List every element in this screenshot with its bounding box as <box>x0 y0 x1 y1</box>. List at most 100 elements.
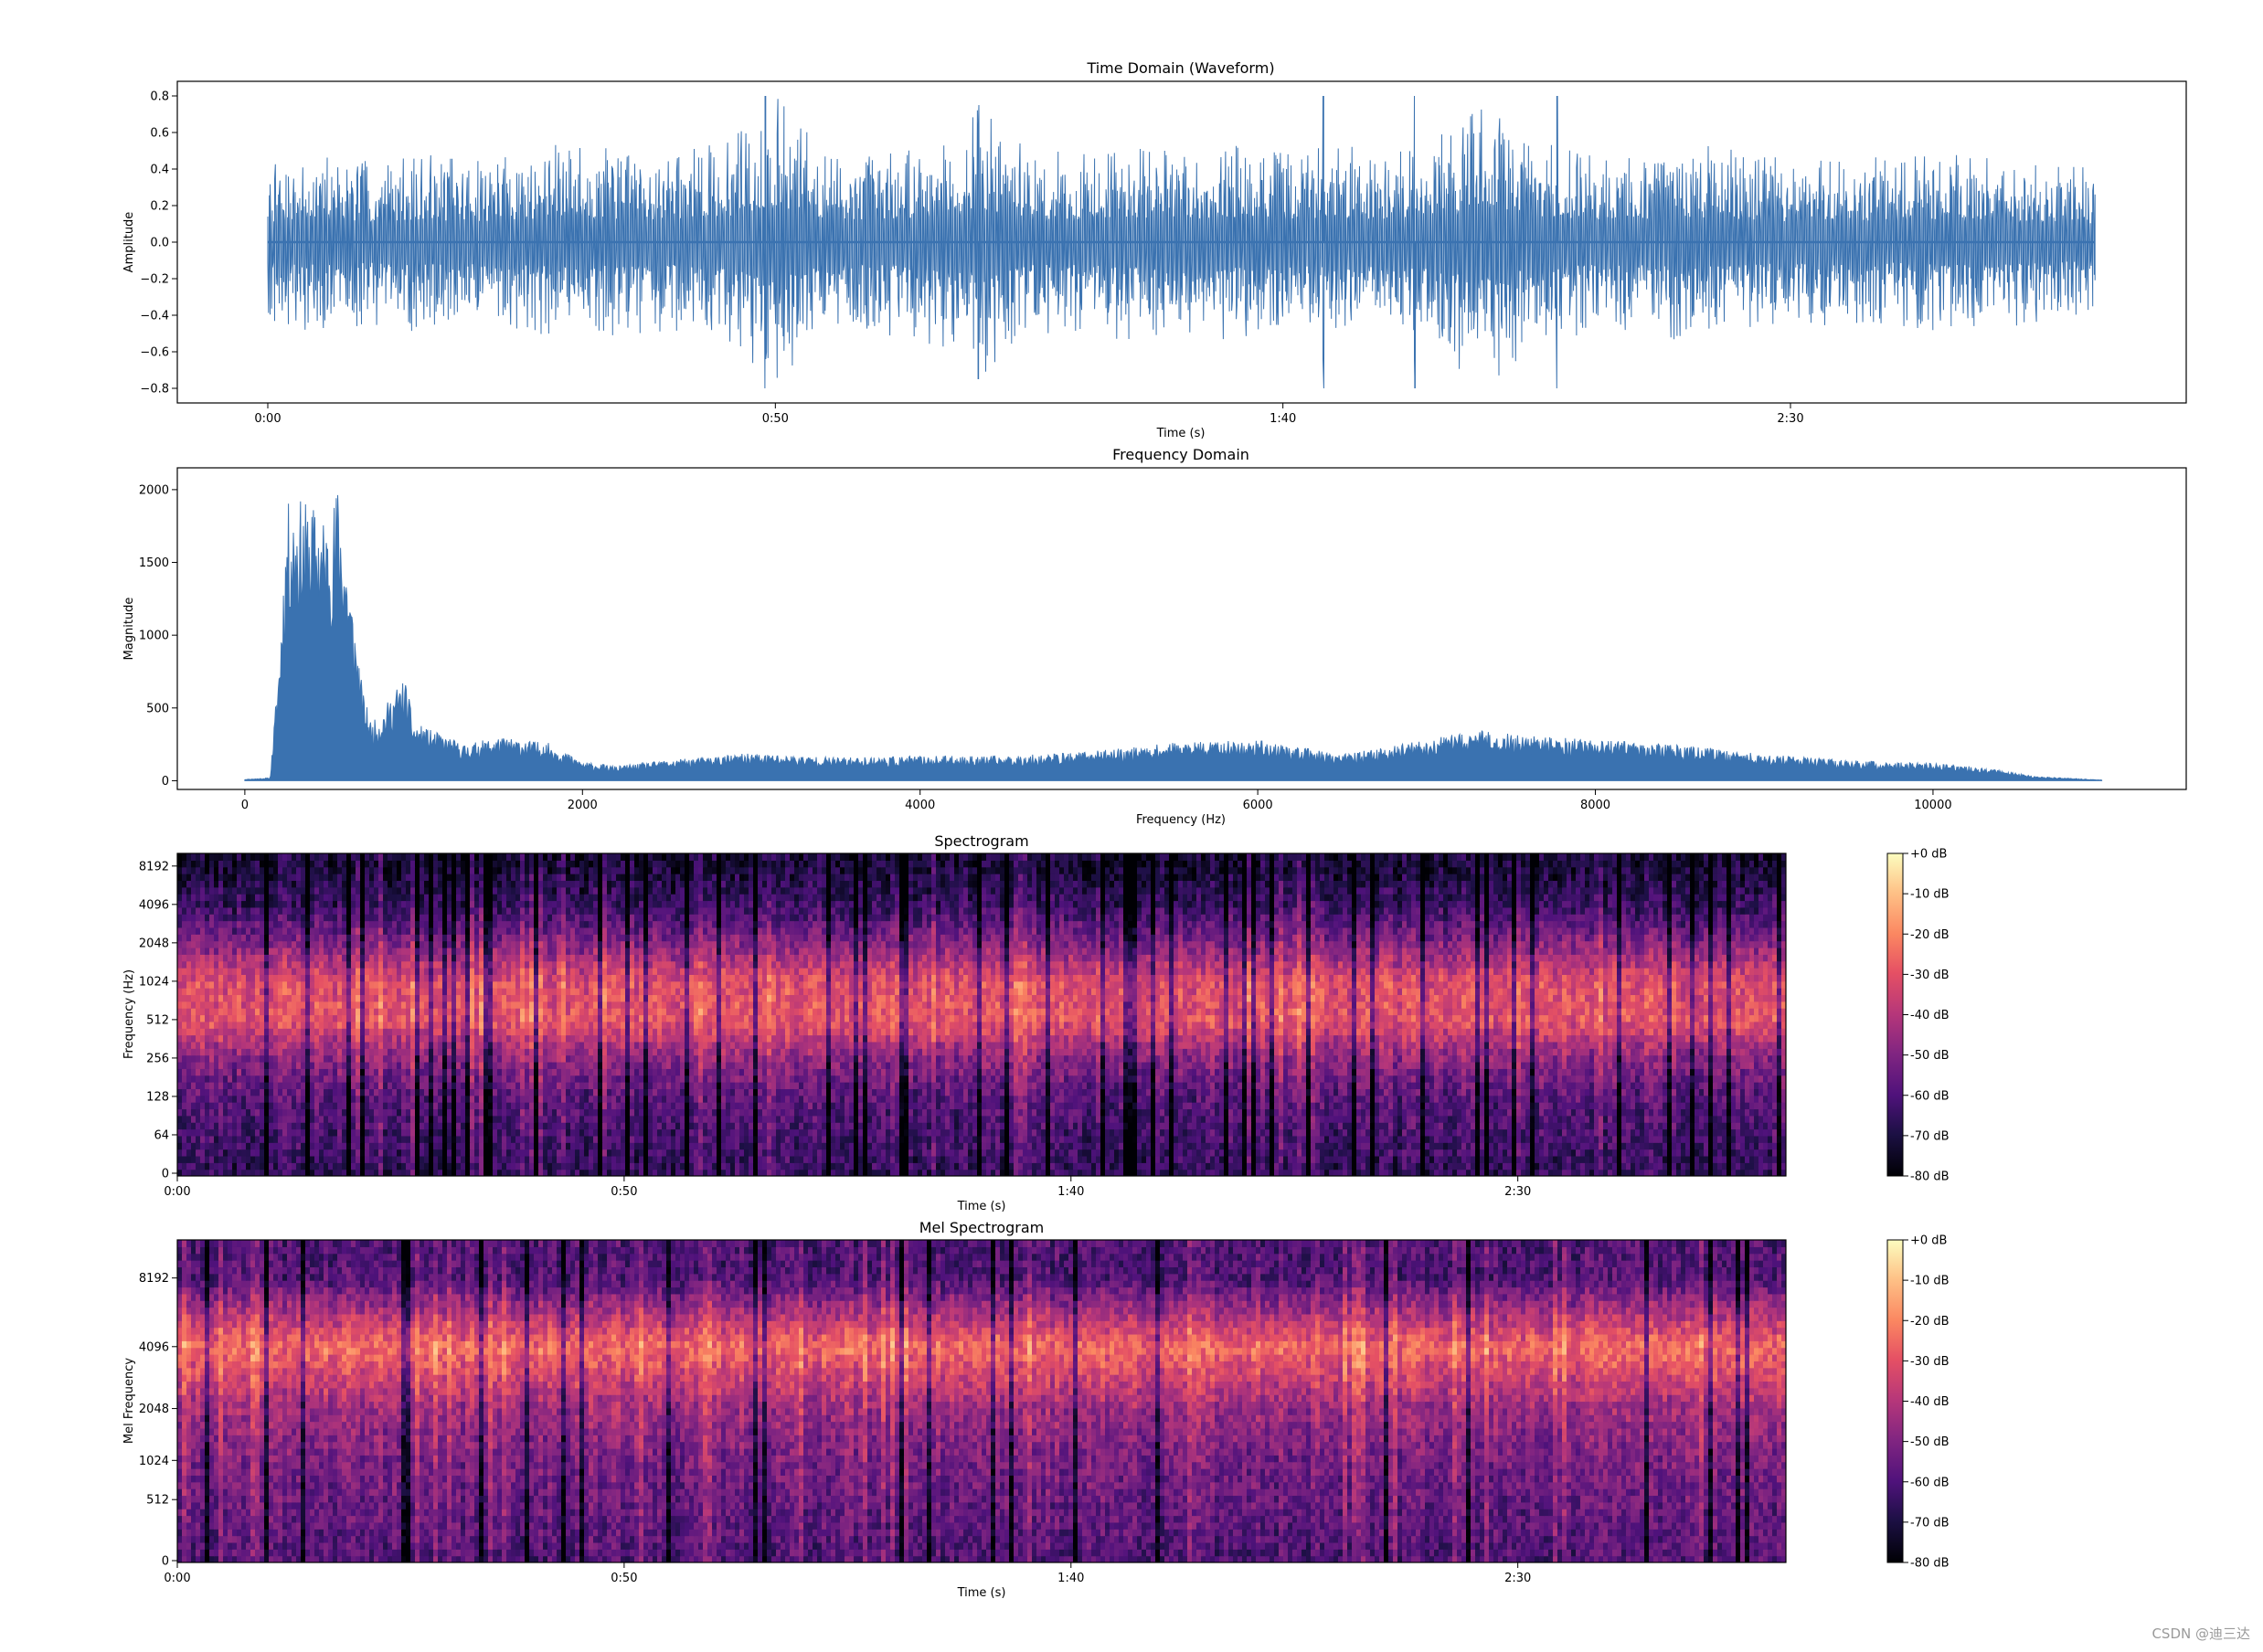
mel-row-3 <box>177 1535 1786 1543</box>
spectrogram-row-1 <box>177 1162 1786 1170</box>
waveform-y-tick-7-label: −0.6 <box>140 346 169 360</box>
frequency-x-tick-2-label: 4000 <box>905 799 935 812</box>
watermark: CSDN @迪三达 <box>2151 1624 2250 1643</box>
spectrogram-row-17 <box>177 1054 1786 1063</box>
frequency-x-tick-0-label: 0 <box>241 799 249 812</box>
mel-row-10 <box>177 1488 1786 1497</box>
frequency-x-tick-3-label: 6000 <box>1243 799 1273 812</box>
spectrogram-row-31 <box>177 960 1786 969</box>
waveform-y-tick-5-label: −0.2 <box>140 273 169 287</box>
spectrogram-row-4 <box>177 1142 1786 1150</box>
waveform-x-tick-0-label: 0:00 <box>254 412 281 426</box>
mel-row-16 <box>177 1447 1786 1456</box>
mel-x-label: Time (s) <box>957 1586 1006 1600</box>
mel-y-tick-3-label: 1024 <box>139 1455 169 1468</box>
mel-row-40 <box>177 1287 1786 1295</box>
spectrogram-y-ticks: 8192 4096 2048 1024 512 256 128 64 0 <box>139 860 177 1181</box>
frequency-y-tick-2-label: 1000 <box>139 630 169 643</box>
mel-row-1 <box>177 1549 1786 1557</box>
spectrogram-row-9 <box>177 1108 1786 1117</box>
mel-row-33 <box>177 1333 1786 1341</box>
frequency-y-tick-0-label: 2000 <box>139 483 169 497</box>
mel-row-28 <box>177 1367 1786 1375</box>
spectrogram-row-27 <box>177 988 1786 996</box>
spectrogram-frame <box>176 852 1787 1177</box>
mel-row-37 <box>177 1307 1786 1315</box>
spectrogram-title: Spectrogram <box>934 832 1028 850</box>
spectrogram-row-16 <box>177 1061 1786 1069</box>
frequency-y-label: Magnitude <box>122 598 136 661</box>
mel-row-32 <box>177 1340 1786 1349</box>
frequency-x-tick-5-label: 10000 <box>1914 799 1951 812</box>
spectrogram-row-47 <box>177 853 1786 861</box>
spectrogram-row-45 <box>177 866 1786 874</box>
mel-row-17 <box>177 1441 1786 1449</box>
spectrogram-row-11 <box>177 1095 1786 1103</box>
spectrogram-y-tick-8-label: 0 <box>162 1168 169 1181</box>
spectrogram-row-37 <box>177 920 1786 928</box>
spectrogram-row-28 <box>177 980 1786 989</box>
mel-row-11 <box>177 1481 1786 1489</box>
waveform-x-tick-3-label: 2:30 <box>1777 412 1803 426</box>
mel-row-30 <box>177 1354 1786 1361</box>
frequency-y-ticks: 2000 1500 1000 500 0 <box>139 483 177 789</box>
spectrogram-row-20 <box>177 1034 1786 1043</box>
spectrogram-row-34 <box>177 940 1786 948</box>
waveform-y-ticks: 0.8 0.6 0.4 0.2 0.0 −0.2 −0.4 −0.6 −0.8 <box>140 90 177 397</box>
spectrogram-row-41 <box>177 894 1786 902</box>
mel-row-21 <box>177 1414 1786 1423</box>
mel-row-18 <box>177 1435 1786 1443</box>
spectrogram-cb-tick-0: +0 dB <box>1910 848 1947 862</box>
spectrogram-cb-tick-5: -50 dB <box>1910 1049 1950 1063</box>
mel-row-9 <box>177 1495 1786 1503</box>
spectrogram-row-36 <box>177 927 1786 935</box>
spectrogram-row-26 <box>177 994 1786 1002</box>
mel-row-47 <box>177 1240 1786 1247</box>
mel-x-tick-2: 1:40 <box>1057 1572 1084 1585</box>
mel-y-tick-2-label: 2048 <box>139 1403 169 1416</box>
mel-row-34 <box>177 1327 1786 1335</box>
waveform-x-label: Time (s) <box>1156 427 1206 440</box>
spectrogram-colorbar <box>1886 852 1904 1177</box>
frequency-x-label: Frequency (Hz) <box>1136 813 1226 827</box>
mel-row-6 <box>177 1515 1786 1523</box>
mel-cb-tick-0: +0 dB <box>1910 1234 1947 1248</box>
spectrogram-image <box>177 853 1786 1176</box>
waveform-y-tick-0-label: 0.8 <box>150 90 169 104</box>
spectrogram-y-tick-2-label: 2048 <box>139 937 169 950</box>
spectrogram-row-13 <box>177 1082 1786 1089</box>
mel-row-8 <box>177 1501 1786 1509</box>
spectrogram-row-21 <box>177 1028 1786 1036</box>
mel-cb-tick-5: -50 dB <box>1910 1435 1950 1449</box>
mel-row-7 <box>177 1509 1786 1517</box>
spectrogram-y-tick-4-label: 512 <box>146 1013 169 1027</box>
mel-cb-tick-3: -30 dB <box>1910 1355 1950 1369</box>
spectrogram-x-tick-1: 0:50 <box>611 1185 637 1199</box>
mel-row-19 <box>177 1427 1786 1435</box>
mel-y-tick-5-label: 0 <box>162 1555 169 1569</box>
spectrogram-row-3 <box>177 1149 1786 1157</box>
spectrogram-y-tick-0-label: 8192 <box>139 860 169 874</box>
mel-row-22 <box>177 1407 1786 1415</box>
spectrogram-cb-tick-2: -20 dB <box>1910 928 1950 942</box>
spectrogram-cb-tick-3: -30 dB <box>1910 969 1950 982</box>
spectrogram-row-2 <box>177 1155 1786 1163</box>
mel-row-45 <box>177 1253 1786 1261</box>
spectrogram-row-32 <box>177 954 1786 962</box>
spectrogram-row-5 <box>177 1135 1786 1143</box>
frequency-x-ticks: 0 2000 4000 6000 8000 10000 <box>241 789 1952 812</box>
spectrogram-x-tick-2: 1:40 <box>1057 1185 1084 1199</box>
waveform-title: Time Domain (Waveform) <box>1086 59 1274 77</box>
spectrogram-x-label: Time (s) <box>957 1200 1006 1213</box>
waveform-y-tick-2-label: 0.4 <box>150 164 169 177</box>
spectrogram-cb-tick-8: -80 dB <box>1910 1170 1950 1184</box>
mel-row-43 <box>177 1266 1786 1275</box>
spectrogram-row-12 <box>177 1088 1786 1096</box>
spectrogram-colorbar-ticks: +0 dB -10 dB -20 dB -30 dB -40 dB -50 dB -60 d… <box>1903 848 1950 1184</box>
mel-row-31 <box>177 1347 1786 1355</box>
mel-row-24 <box>177 1394 1786 1403</box>
mel-y-tick-4-label: 512 <box>146 1494 169 1508</box>
mel-row-44 <box>177 1260 1786 1268</box>
spectrogram-row-38 <box>177 914 1786 922</box>
